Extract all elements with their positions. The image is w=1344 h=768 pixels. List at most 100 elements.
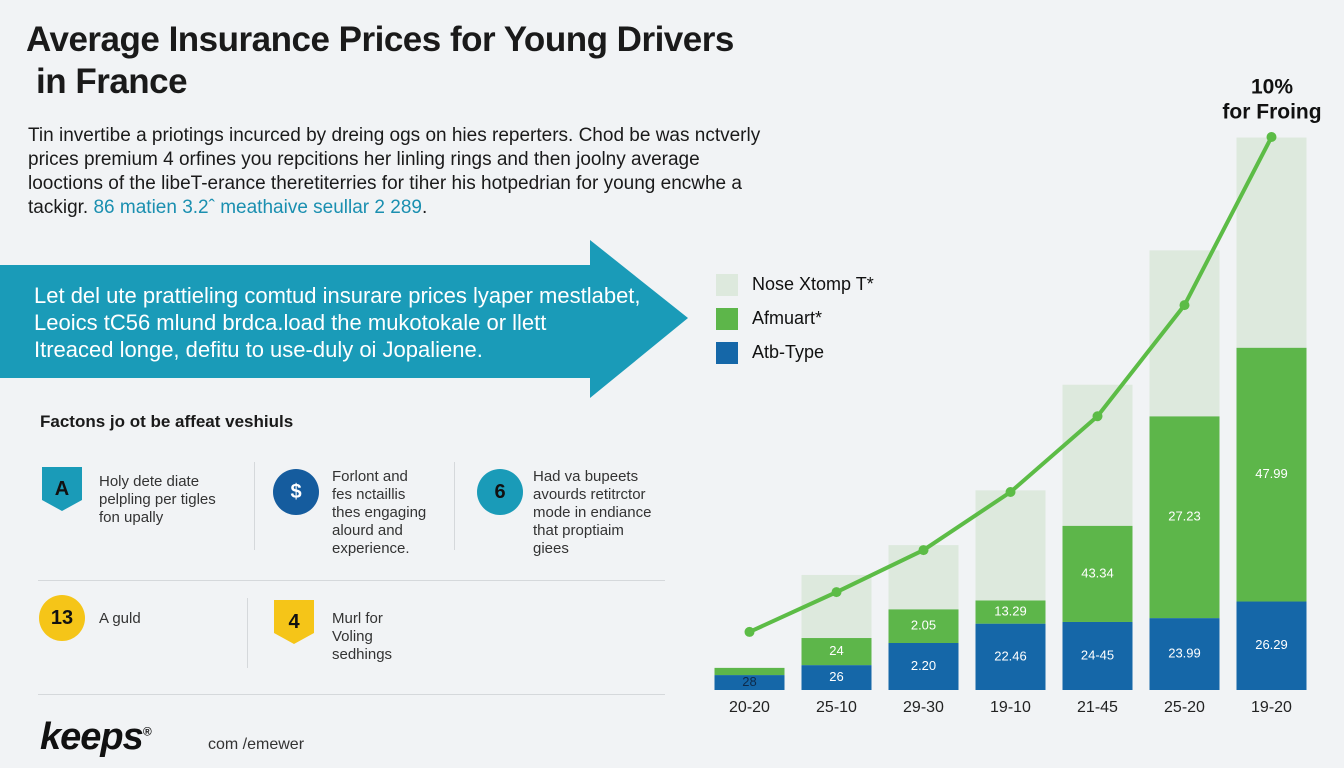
- legend-label: Nose Xtomp T*: [752, 274, 874, 294]
- factor-line: Murl for: [332, 610, 383, 627]
- bar-segment: [1149, 416, 1220, 619]
- trend-point: [918, 545, 929, 556]
- factor-line: pelpling per tigles: [99, 491, 216, 508]
- segment-label: 22.46: [994, 648, 1027, 663]
- x-tick-label: 19-20: [1251, 699, 1292, 716]
- x-tick-label: 20-20: [729, 699, 770, 716]
- intro-line: prices premium 4 orfines you repcitions …: [28, 149, 700, 170]
- legend-swatch: [716, 274, 738, 296]
- legend-label: Afmuart*: [752, 308, 822, 328]
- x-tick-label: 25-10: [816, 699, 857, 716]
- trend-point: [1179, 300, 1190, 311]
- segment-label: 13.29: [994, 603, 1027, 618]
- banner: Let del ute prattieling comtud insurare …: [34, 282, 641, 363]
- arrow-shape: [0, 240, 688, 398]
- factor-text: Had va bupeets avourds retitrctor mode i…: [533, 468, 651, 558]
- brand-name: keeps: [40, 716, 144, 758]
- bar-segment: [801, 665, 872, 690]
- intro: Tin invertibe a priotings incurced by dr…: [28, 124, 760, 220]
- trend-point: [831, 587, 842, 598]
- intro-line: tackigr. 86 matien 3.2ˆ meathaive seulla…: [28, 196, 760, 220]
- bar-segment: [714, 675, 785, 690]
- banner-line: Let del ute prattieling comtud insurare …: [34, 283, 641, 308]
- legend-label: Atb-Type: [752, 342, 824, 362]
- x-tick-label: 19-10: [990, 699, 1031, 716]
- factor-icon: 13: [39, 595, 85, 641]
- factor-line: giees: [533, 540, 569, 557]
- brand-mark: ®: [142, 724, 152, 739]
- segment-label: 2.05: [911, 618, 936, 633]
- bar-segment: [1062, 384, 1133, 526]
- factor-line: mode in endiance: [533, 504, 652, 521]
- factor-line: Had va bupeets: [533, 468, 639, 485]
- bar-segment: [975, 600, 1046, 624]
- bar-segment: [888, 609, 959, 643]
- bar-segment: [1236, 601, 1307, 690]
- trend-point: [1005, 487, 1016, 498]
- annotation: 10%: [1251, 76, 1293, 99]
- brand: keeps®: [40, 716, 152, 759]
- factor-line: Holy dete diate: [99, 473, 200, 490]
- bar-segment: [1062, 621, 1133, 690]
- factor-line: experience.: [332, 540, 410, 557]
- banner-line: Itreaced longe, defitu to use-duly oi Jo…: [34, 337, 483, 362]
- segment-label: 24-45: [1081, 647, 1114, 662]
- title: Average Insurance Prices for Young Drive…: [26, 20, 734, 59]
- legend-swatch: [716, 308, 738, 330]
- annotation: for Froing: [1222, 101, 1321, 124]
- factor-icon: $: [273, 469, 319, 515]
- segment-label: 23.99: [1168, 645, 1201, 660]
- x-tick-label: 21-45: [1077, 699, 1118, 716]
- segment-label: 47.99: [1255, 466, 1288, 481]
- trend-point: [1092, 411, 1103, 422]
- banner-line: Leoics tC56 mlund brdca.load the mukotok…: [34, 310, 547, 335]
- factor-line: Forlont and: [332, 468, 408, 485]
- bar-segment: [1149, 618, 1220, 690]
- x-tick-label: 25-20: [1164, 699, 1205, 716]
- intro-link[interactable]: 86 matien 3.2ˆ meathaive seullar 2 289: [93, 197, 422, 218]
- factor-line: avourds retitrctor: [533, 486, 646, 503]
- trend-point: [1266, 132, 1277, 142]
- banner-arrow: [0, 240, 688, 398]
- divider: [38, 694, 665, 695]
- divider: [247, 598, 248, 668]
- title: in France: [36, 62, 188, 101]
- bar-segment: [1062, 525, 1133, 622]
- factor-icon: A: [42, 467, 82, 511]
- segment-label: 2.20: [911, 658, 936, 673]
- bar-segment: [714, 667, 785, 676]
- bar-segment: [1236, 137, 1307, 348]
- x-tick-label: 29-30: [903, 699, 944, 716]
- segment-label: 26.29: [1255, 637, 1288, 652]
- intro-line: looctions of the libeT-erance theretiter…: [28, 173, 742, 194]
- bar-segment: [975, 623, 1046, 690]
- segment-label: 28: [742, 674, 756, 689]
- intro-text: tackigr.: [28, 197, 89, 218]
- factor-text: Forlont and fes nctaillis thes engaging …: [332, 468, 426, 558]
- trend-point: [744, 626, 755, 637]
- segment-label: 27.23: [1168, 509, 1201, 524]
- bar-segment: [888, 545, 959, 610]
- bar-segment: [801, 638, 872, 666]
- divider: [254, 462, 255, 550]
- bar-segment: [1236, 347, 1307, 602]
- intro-line: Tin invertibe a priotings incurced by dr…: [28, 125, 761, 146]
- site: com /emewer: [208, 736, 305, 753]
- intro-text: .: [421, 197, 428, 218]
- factor-icon: 6: [477, 469, 523, 515]
- bar-segment: [801, 574, 872, 639]
- factor-text: Murl for Voling sedhings: [332, 610, 392, 664]
- factor-line: thes engaging: [332, 504, 427, 521]
- factor-text: Holy dete diate pelpling per tigles fon …: [99, 473, 216, 527]
- segment-label: 24: [829, 643, 843, 658]
- divider: [454, 462, 455, 550]
- factor-line: A guld: [99, 610, 141, 627]
- factor-line: sedhings: [332, 646, 393, 663]
- bar-segment: [888, 642, 959, 690]
- factors-title: Factons jo ot be affeat veshiuls: [40, 412, 294, 431]
- segment-label: 26: [829, 669, 843, 684]
- factor-line: that proptiaim: [533, 522, 624, 539]
- factor-line: alourd and: [332, 522, 403, 539]
